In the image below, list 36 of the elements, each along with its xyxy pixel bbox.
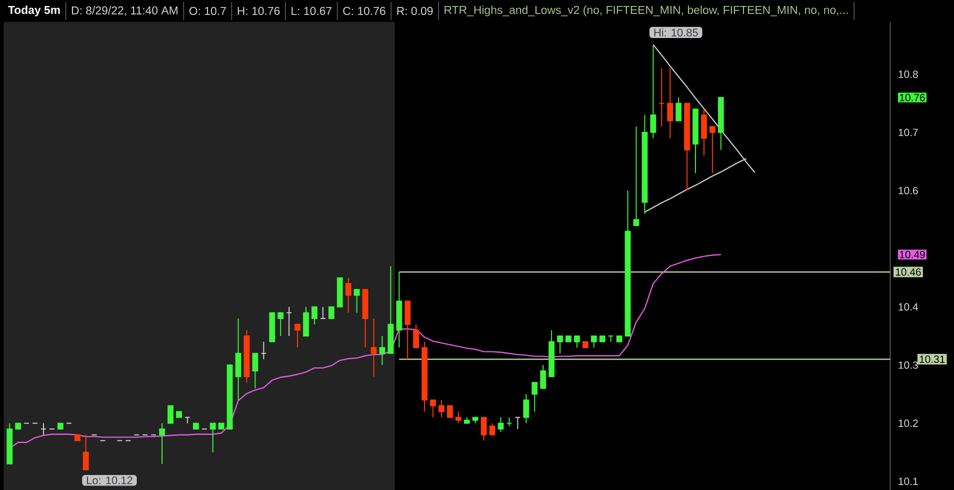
text: C: 10.76 xyxy=(343,6,386,15)
text: R: 0.09 xyxy=(397,6,433,15)
y-tick-label: 10.76 xyxy=(900,94,925,102)
y-tick-label: 10.3 xyxy=(898,361,918,369)
candlestick xyxy=(701,108,707,156)
chart-title: Today 5m xyxy=(8,6,60,16)
text: Hi: 10.85 xyxy=(654,28,698,36)
candlestick xyxy=(642,114,648,214)
candlestick xyxy=(345,277,352,314)
ref-line-label: 10.31 xyxy=(920,355,945,363)
candlestick xyxy=(40,422,46,436)
text: Lo: 10.12 xyxy=(86,476,132,484)
y-tick-label: 10.4 xyxy=(898,303,918,311)
y-tick-label: 10.8 xyxy=(898,70,918,78)
candlestick xyxy=(370,318,377,378)
y-tick-label: 10.7 xyxy=(898,128,918,136)
candlestick xyxy=(658,68,665,128)
chart-subtitle: RTR_Highs_and_Lows_v2 (no, FIFTEEN_MIN, below, FIFTEEN_MIN, no, no,... xyxy=(444,6,848,16)
y-tick-label: 10.1 xyxy=(898,478,918,486)
candlestick xyxy=(422,341,428,412)
candlestick xyxy=(235,318,242,400)
text: O: 10.7 xyxy=(189,6,226,15)
candlestick xyxy=(438,399,444,418)
y-tick-label: 10.2 xyxy=(898,419,918,427)
candlestick xyxy=(286,306,292,336)
text: L: 10.67 xyxy=(292,6,332,15)
y-tick-label: 10.6 xyxy=(898,186,918,194)
y-tick-label: 10.49 xyxy=(900,250,925,258)
candlestick xyxy=(244,330,250,383)
candlestick xyxy=(159,422,165,464)
ref-line-label: 10.46 xyxy=(896,268,921,276)
candlestick xyxy=(667,68,674,139)
candlestick xyxy=(396,271,402,348)
text: H: 10.76 xyxy=(238,6,280,15)
text: D: 8/29/22, 11:40 AM xyxy=(72,6,178,16)
candlestick xyxy=(379,335,386,366)
